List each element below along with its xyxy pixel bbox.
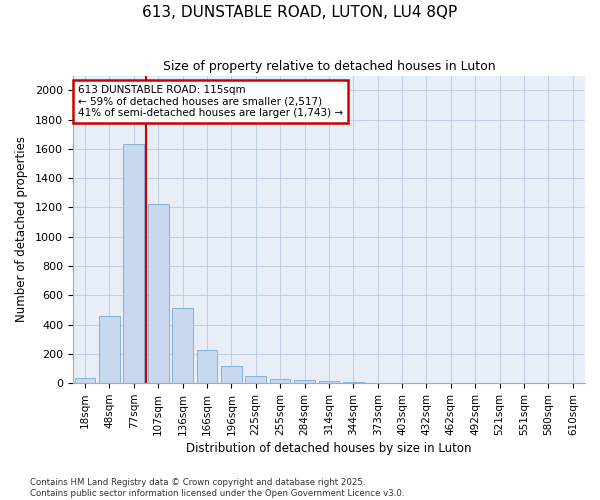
Bar xyxy=(343,382,364,383)
Y-axis label: Number of detached properties: Number of detached properties xyxy=(15,136,28,322)
Text: 613 DUNSTABLE ROAD: 115sqm
← 59% of detached houses are smaller (2,517)
41% of s: 613 DUNSTABLE ROAD: 115sqm ← 59% of deta… xyxy=(78,85,343,118)
Bar xyxy=(294,380,315,383)
Text: Contains HM Land Registry data © Crown copyright and database right 2025.
Contai: Contains HM Land Registry data © Crown c… xyxy=(30,478,404,498)
Bar xyxy=(124,144,144,383)
Bar xyxy=(197,350,217,383)
Bar xyxy=(148,204,169,383)
Text: 613, DUNSTABLE ROAD, LUTON, LU4 8QP: 613, DUNSTABLE ROAD, LUTON, LU4 8QP xyxy=(142,5,458,20)
Bar xyxy=(74,378,95,383)
Bar xyxy=(172,308,193,383)
Bar xyxy=(99,316,120,383)
Bar xyxy=(319,381,339,383)
Title: Size of property relative to detached houses in Luton: Size of property relative to detached ho… xyxy=(163,60,495,73)
Bar xyxy=(245,376,266,383)
Bar xyxy=(221,366,242,383)
Bar xyxy=(270,379,290,383)
X-axis label: Distribution of detached houses by size in Luton: Distribution of detached houses by size … xyxy=(186,442,472,455)
